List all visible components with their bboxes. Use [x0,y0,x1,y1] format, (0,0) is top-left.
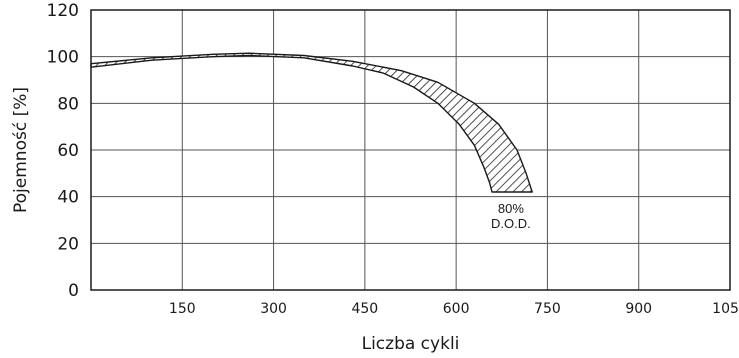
x-tick-label-150: 150 [169,301,196,317]
grid [91,9,731,291]
y-tick-label-80: 80 [57,94,79,114]
x-tick-label-300: 300 [260,301,287,317]
x-tick-label-900: 900 [625,301,652,317]
y-tick-label-40: 40 [57,188,79,208]
capacity-band [90,52,533,193]
y-tick-labels: 0 20 40 60 80 100 120 [47,1,79,301]
x-tick-label-450: 450 [351,301,378,317]
annotation-text-0: 80% D.O.D. [491,201,531,231]
x-tick-label-600: 600 [443,301,470,317]
annotation-line-1: D.O.D. [491,216,531,231]
annotation-line-0: 80% [498,201,524,216]
capacity-band-area-0 [90,52,533,193]
plot-frame [90,9,731,291]
y-axis-title: Pojemność [%] [11,87,31,213]
x-axis-title: Liczba cykli [362,334,460,354]
y-tick-label-20: 20 [57,234,79,254]
x-tick-label-750: 750 [534,301,561,317]
y-tick-label-100: 100 [47,48,79,68]
y-tick-label-120: 120 [47,1,79,21]
y-tick-label-0: 0 [68,281,79,301]
annotation-dod: 80% D.O.D. [491,201,531,231]
y-tick-label-60: 60 [57,141,79,161]
